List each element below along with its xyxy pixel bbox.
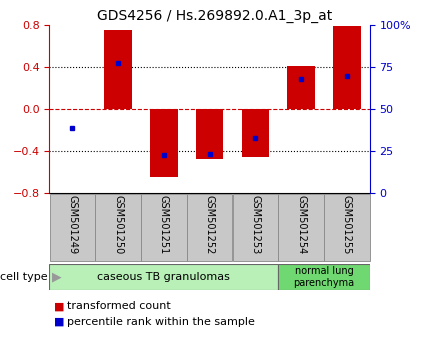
- Text: percentile rank within the sample: percentile rank within the sample: [67, 317, 255, 327]
- Text: GSM501254: GSM501254: [296, 195, 306, 254]
- Text: cell type: cell type: [0, 272, 47, 282]
- Text: GSM501250: GSM501250: [113, 195, 123, 254]
- Text: GSM501251: GSM501251: [159, 195, 169, 254]
- FancyBboxPatch shape: [233, 194, 278, 261]
- Text: GSM501255: GSM501255: [342, 195, 352, 255]
- FancyBboxPatch shape: [49, 264, 278, 290]
- Bar: [150, 109, 178, 177]
- Bar: [196, 109, 223, 159]
- Text: caseous TB granulomas: caseous TB granulomas: [98, 272, 230, 282]
- FancyBboxPatch shape: [187, 194, 233, 261]
- Text: ▶: ▶: [52, 270, 61, 284]
- Bar: [287, 66, 315, 109]
- Text: normal lung
parenchyma: normal lung parenchyma: [293, 266, 355, 288]
- FancyBboxPatch shape: [278, 264, 370, 290]
- Text: transformed count: transformed count: [67, 301, 170, 311]
- Text: ■: ■: [54, 317, 64, 327]
- FancyBboxPatch shape: [49, 194, 95, 261]
- FancyBboxPatch shape: [95, 194, 141, 261]
- Text: GSM501253: GSM501253: [250, 195, 261, 254]
- Bar: [104, 30, 132, 109]
- Text: GSM501252: GSM501252: [205, 195, 215, 255]
- Bar: [333, 26, 361, 109]
- Text: GSM501249: GSM501249: [68, 195, 77, 254]
- Text: ■: ■: [54, 301, 64, 311]
- FancyBboxPatch shape: [141, 194, 187, 261]
- Bar: [242, 109, 269, 157]
- Text: GDS4256 / Hs.269892.0.A1_3p_at: GDS4256 / Hs.269892.0.A1_3p_at: [97, 9, 333, 23]
- FancyBboxPatch shape: [278, 194, 324, 261]
- FancyBboxPatch shape: [324, 194, 370, 261]
